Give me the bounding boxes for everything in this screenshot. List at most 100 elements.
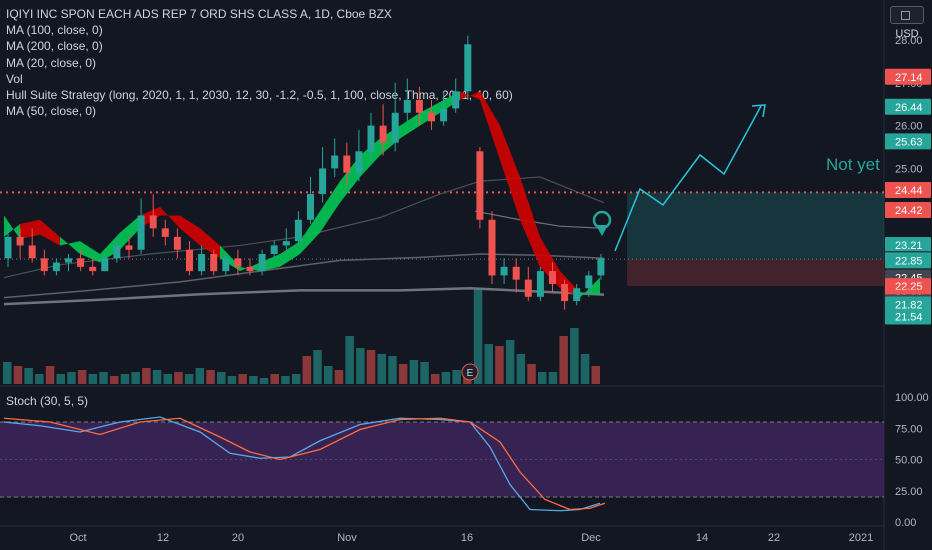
legend-ma50[interactable]: MA (50, close, 0) — [6, 104, 97, 119]
time-tick-label: 16 — [461, 532, 473, 544]
volume-bar — [366, 350, 376, 384]
price-axis-label-bg — [885, 133, 931, 150]
hull-band-segment — [400, 112, 420, 139]
volume-bar — [324, 366, 333, 384]
candle-body — [4, 236, 12, 259]
volume-bar — [516, 354, 526, 384]
stoch-tick-label: 0.00 — [895, 517, 916, 529]
earnings-icon — [461, 363, 479, 381]
price-axis-label: 24.44 — [895, 185, 923, 197]
stoch-legend[interactable]: Stoch (30, 5, 5) — [6, 394, 89, 408]
hull-band-segment — [200, 228, 220, 259]
volume-bar — [388, 356, 397, 384]
candle-body — [391, 112, 399, 143]
map-pin-tip — [596, 225, 608, 236]
volume-bar — [184, 374, 194, 384]
price-axis-label-bg — [885, 98, 931, 115]
price-axis-label: 27.14 — [895, 72, 923, 84]
volume-bar — [24, 368, 33, 384]
volume-bar — [548, 372, 558, 384]
candle-body — [500, 266, 508, 276]
candle-body — [294, 219, 302, 242]
volume-bar — [195, 368, 205, 384]
candle-body — [488, 219, 496, 276]
volume-bar — [238, 374, 247, 384]
volume-bar — [398, 364, 408, 384]
candle-body — [16, 236, 24, 246]
stoch-k-line — [3, 416, 601, 512]
volume-bar — [495, 346, 504, 384]
candle-body — [319, 168, 327, 195]
hull-band-segment — [480, 91, 500, 160]
ma100-line — [3, 253, 605, 299]
legend-ma20[interactable]: MA (20, close, 0) — [6, 55, 97, 70]
time-tick-label: 22 — [768, 532, 780, 544]
earnings-marker-label: E — [467, 368, 474, 379]
price-axis-label-bg — [885, 68, 931, 85]
candle-body — [379, 125, 387, 143]
candle-body — [307, 194, 314, 220]
legend-ma200[interactable]: MA (200, close, 0) — [6, 39, 103, 54]
volume-bar — [345, 336, 354, 384]
hull-band-segment — [300, 211, 320, 254]
volume-bar — [473, 288, 483, 384]
legend-title[interactable]: IQIYI INC SPON EACH ADS REP 7 ORD SHS CL… — [6, 7, 392, 21]
volume-bar — [356, 348, 365, 384]
candle-body — [355, 151, 363, 173]
price-axis-label: 23.21 — [895, 240, 923, 252]
volume-bar — [291, 374, 301, 384]
volume-bar — [217, 372, 226, 384]
volume-bar — [77, 370, 87, 384]
hull-band-segment — [360, 138, 380, 177]
volume-bar — [270, 374, 279, 384]
price-axis-label: 26.44 — [895, 102, 923, 114]
candle-body — [234, 258, 242, 267]
candle-body — [428, 112, 435, 122]
hull-band-segment — [60, 236, 80, 254]
volume-bar — [56, 374, 65, 384]
candle-body — [512, 266, 520, 280]
volume-bar — [334, 370, 344, 384]
volume-bar — [505, 340, 515, 384]
stoch-d-line — [3, 417, 606, 511]
volume-bar — [13, 366, 23, 384]
stoch-tick-label: 50.00 — [895, 455, 923, 467]
hull-band-segment — [500, 125, 520, 220]
candle-body — [403, 99, 411, 113]
candle-body — [536, 271, 544, 297]
price-tick-label: 26.00 — [895, 121, 923, 133]
lock-scale-icon — [901, 11, 910, 20]
legend-vol[interactable]: Vol — [6, 71, 23, 86]
candle-body — [210, 254, 218, 272]
hull-band-segment — [80, 241, 100, 263]
price-tick-label: 28.00 — [895, 35, 923, 47]
volume-bar — [35, 374, 44, 384]
candle-body — [198, 254, 206, 272]
stop-zone — [627, 259, 884, 287]
stoch-tick-label: 100.00 — [895, 392, 929, 404]
projection-arrowhead — [751, 104, 766, 118]
candle-body — [585, 275, 593, 289]
volume-bar — [313, 350, 322, 384]
hull-band-segment — [40, 219, 60, 246]
candle-body — [52, 262, 60, 272]
volume-bar — [484, 344, 493, 384]
hull-band-segment — [280, 241, 300, 267]
candle-body — [415, 99, 423, 113]
currency-button[interactable]: USD — [890, 6, 924, 40]
volume-bar — [420, 362, 429, 384]
price-tick-label: 25.00 — [895, 163, 923, 175]
projection-path — [614, 105, 762, 252]
volume-bar — [377, 354, 386, 384]
candle-body — [464, 44, 472, 92]
candle-body — [282, 241, 290, 246]
time-tick-label: Oct — [69, 532, 86, 544]
not-yet-annotation[interactable]: Not yet — [826, 155, 880, 174]
candle-body — [549, 271, 556, 284]
volume-bar — [591, 366, 600, 384]
candle-body — [137, 215, 145, 250]
price-axis-label-bg — [885, 308, 931, 325]
legend-hull[interactable]: Hull Suite Strategy (long, 2020, 1, 1, 2… — [6, 88, 513, 103]
legend-ma100[interactable]: MA (100, close, 0) — [6, 23, 103, 38]
